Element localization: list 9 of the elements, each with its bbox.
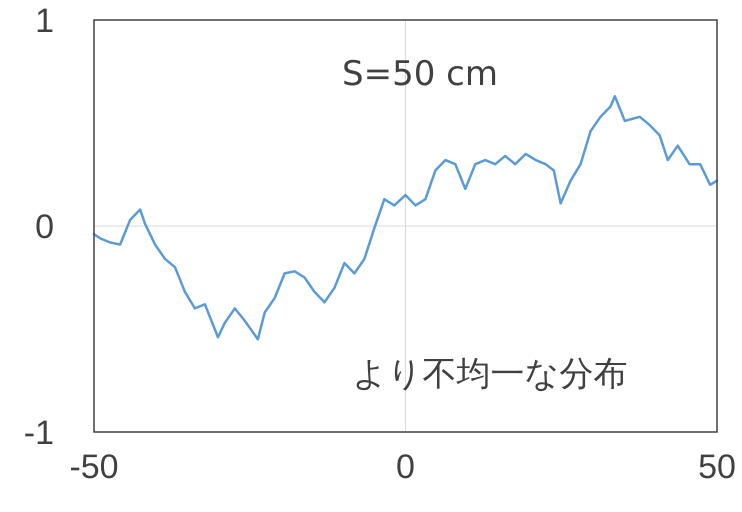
x-tick-label: 50: [698, 448, 736, 486]
annotation: より不均一な分布: [352, 354, 628, 394]
y-tick-label: -1: [24, 414, 54, 452]
y-tick-label: 0: [35, 208, 54, 246]
x-tick-label: -50: [69, 448, 119, 486]
y-tick-label: 1: [35, 2, 54, 40]
annotation: S=50 cm: [342, 54, 498, 94]
x-tick-label: 0: [396, 448, 415, 486]
line-series: [92, 94, 718, 341]
